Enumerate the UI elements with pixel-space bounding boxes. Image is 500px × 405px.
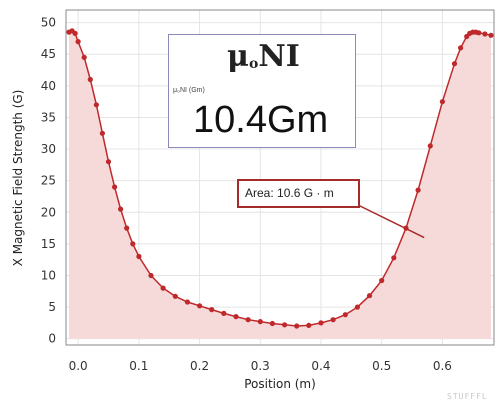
callout-leader-line (357, 204, 425, 239)
y-axis-label: X Magnetic Field Strength (G) (11, 90, 25, 267)
readout-small-label: μ₀NI (Gm) (173, 87, 205, 94)
data-point (93, 102, 99, 108)
data-point (269, 320, 275, 327)
y-tick-label: 10 (41, 268, 56, 282)
data-point (458, 45, 464, 51)
data-point (282, 322, 288, 328)
y-tick-label: 35 (41, 110, 56, 124)
data-point (415, 187, 421, 193)
data-point (306, 322, 312, 328)
formula-ni: NI (258, 39, 300, 74)
x-tick-label: 0.1 (129, 359, 148, 373)
data-point (354, 304, 360, 310)
data-point (330, 317, 336, 323)
x-tick-label: 0.6 (433, 359, 452, 373)
data-point (245, 317, 251, 323)
data-point (124, 225, 130, 231)
area-fill (69, 30, 491, 339)
data-point (451, 61, 458, 67)
data-point (488, 32, 494, 38)
data-point (391, 255, 397, 261)
x-tick-label: 0.3 (251, 359, 270, 373)
readout-value: 10.4Gm (193, 99, 329, 141)
y-tick-label: 5 (48, 300, 56, 314)
data-point (81, 54, 87, 61)
y-tick-label: 20 (41, 205, 56, 219)
data-point (257, 319, 263, 325)
data-point (87, 76, 93, 83)
data-point (172, 293, 178, 299)
data-point (197, 303, 203, 309)
x-tick-label: 0.4 (311, 359, 330, 373)
y-tick-label: 25 (41, 174, 56, 188)
y-tick-label: 15 (41, 237, 56, 251)
y-tick-label: 50 (41, 16, 56, 30)
data-point (318, 320, 324, 326)
data-point (366, 293, 373, 299)
formula-readout-panel: μoNI μ₀NI (Gm) 10.4Gm (168, 34, 356, 148)
data-point (160, 285, 166, 291)
x-tick-label: 0.2 (190, 359, 209, 373)
plot-frame (65, 9, 495, 346)
y-tick-label: 45 (41, 47, 56, 61)
data-point (439, 99, 445, 105)
formula-subscript: o (248, 56, 259, 72)
x-tick-label: 0.5 (372, 359, 391, 373)
data-point (184, 299, 190, 305)
y-tick-label: 0 (48, 332, 56, 346)
area-callout: Area: 10.6 G · m (237, 179, 360, 208)
watermark: STUFFFL (447, 392, 488, 401)
data-point (105, 159, 112, 165)
data-point (136, 253, 142, 260)
readout-formula: μoNI (227, 39, 300, 74)
data-point (342, 312, 348, 318)
data-point (130, 241, 136, 247)
data-point (99, 130, 105, 136)
tick-labels: 0 5 10 15 20 25 30 35 40 45 50 0.0 0.1 0.2 0.3 0.4 0.5 0.… (41, 16, 452, 373)
x-tick-label: 0.0 (69, 359, 88, 373)
data-point (72, 30, 78, 36)
formula-mu: μ (227, 39, 249, 74)
x-axis-label: Position (m) (244, 377, 316, 391)
data-point (476, 30, 482, 36)
y-tick-label: 30 (41, 142, 56, 156)
data-point (379, 277, 385, 284)
data-point (482, 31, 488, 37)
data-point (221, 310, 227, 316)
data-point (233, 314, 239, 320)
data-point (209, 307, 215, 313)
data-point (427, 143, 433, 149)
data-point (148, 272, 154, 279)
data-point (112, 184, 118, 190)
data-points (66, 28, 494, 329)
data-point (294, 323, 300, 329)
data-point (118, 206, 124, 212)
y-tick-label: 40 (41, 79, 56, 93)
series-line (68, 30, 492, 327)
data-point (75, 39, 81, 45)
